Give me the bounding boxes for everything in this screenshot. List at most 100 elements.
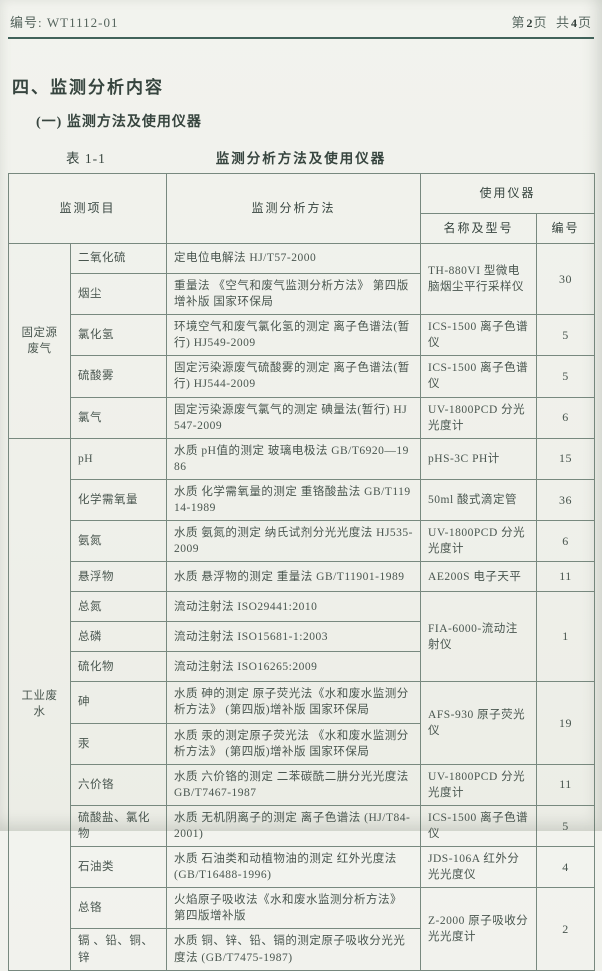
header-project: 监测项目 xyxy=(7,173,168,244)
number-cell: 2 xyxy=(536,887,596,971)
method-cell: 固定污染源废气氯气的测定 碘量法(暂行) HJ547-2009 xyxy=(166,396,422,439)
item-cell: 氯化氢 xyxy=(69,314,168,357)
header-row-top: 监测项目 监测分析方法 使用仪器 xyxy=(7,173,596,244)
table-body: 固定源废气 二氧化硫 定电位电解法 HJ/T57-2000 TH-880VI 型微电脑… xyxy=(8,242,596,971)
item-cell: 悬浮物 xyxy=(69,561,168,593)
total-pages: 4 xyxy=(570,16,577,30)
item-cell: 六价铬 xyxy=(69,763,168,806)
number-cell: 5 xyxy=(536,804,596,848)
method-cell: 重量法 《空气和废气监测分析方法》 第四版增补版 国家环保局 xyxy=(166,272,422,316)
group-cell: 固定源废气 xyxy=(8,243,71,439)
table-row: 总氮 流动注射法 ISO29441:2010 FIA-6000-流动注射仪 1 xyxy=(9,591,596,683)
table-row: 氯气 固定污染源废气氯气的测定 碘量法(暂行) HJ547-2009 UV-1800… xyxy=(9,396,596,439)
item-cell: 硫化物 xyxy=(69,651,168,683)
item-cell: 化学需氧量 xyxy=(69,478,168,522)
header-instrument-name: 名称及型号 xyxy=(420,213,538,244)
item-cell: 氯气 xyxy=(69,396,168,439)
instrument-cell: pHS-3C PH计 xyxy=(420,437,538,480)
method-cell: 水质 砷的测定 原子荧光法《水和废水监测分析方法》 (第四版)增补版 国家环保局 xyxy=(166,681,422,724)
instrument-cell: ICS-1500 离子色谱仪 xyxy=(420,314,538,357)
instrument-cell: UV-1800PCD 分光光度计 xyxy=(420,763,538,806)
item-cell: 总氮 xyxy=(69,591,168,623)
table-row: 硫酸雾 固定污染源废气硫酸雾的测定 离子色谱法(暂行) HJ544-2009 ICS… xyxy=(9,355,596,398)
header-instrument-group: 使用仪器 xyxy=(420,173,596,214)
table-row: 烟尘 重量法 《空气和废气监测分析方法》 第四版增补版 国家环保局 xyxy=(9,272,595,316)
instrument-cell: ICS-1500 离子色谱仪 xyxy=(420,804,538,848)
doc-number-value: WT1112-01 xyxy=(46,15,119,30)
instrument-cell: FIA-6000-流动注射仪 xyxy=(420,591,538,683)
monitoring-table: 监测项目 监测分析方法 使用仪器 名称及型号 编号 固定源废气 二氧化硫 定电位电解… xyxy=(7,173,596,971)
page-number: 2 xyxy=(526,16,533,30)
header-row-sub: 名称及型号 编号 xyxy=(9,213,596,244)
method-cell: 流动注射法 ISO16265:2009 xyxy=(166,651,422,683)
instrument-cell: 50ml 酸式滴定管 xyxy=(420,478,538,522)
table-row: 工业废水 pH 水质 pH值的测定 玻璃电极法 GB/T6920—1986 pHS-3… xyxy=(8,437,596,971)
table-row: 六价铬 水质 六价铬的测定 二苯碳酰二肼分光光度法 GB/T7467-1987 UV… xyxy=(9,763,596,806)
table-row: 石油类 水质 石油类和动植物油的测定 红外光度法 (GB/T16488-1996)… xyxy=(9,846,596,889)
method-cell: 水质 氨氮的测定 纳氏试剂分光光度法 HJ535-2009 xyxy=(166,520,422,563)
number-cell: 6 xyxy=(536,520,596,563)
table-row: 氯化氢 环境空气和废气氯化氢的测定 离子色谱法(暂行) HJ549-2009 ICS… xyxy=(9,314,596,357)
table-caption: 表 1-1 监测分析方法及使用仪器 xyxy=(8,147,594,167)
item-cell: 烟尘 xyxy=(69,272,168,316)
item-cell: pH xyxy=(69,437,168,480)
method-cell: 水质 六价铬的测定 二苯碳酰二肼分光光度法 GB/T7467-1987 xyxy=(166,763,422,806)
number-cell: 36 xyxy=(536,478,596,522)
header-instrument-no: 编号 xyxy=(536,213,596,244)
table-row: 化学需氧量 水质 化学需氧量的测定 重铬酸盐法 GB/T11914-1989 50m… xyxy=(9,478,596,522)
method-cell: 水质 悬浮物的测定 重量法 GB/T11901-1989 xyxy=(166,561,422,593)
table-caption-label: 表 1-1 xyxy=(66,151,106,166)
method-cell: 固定污染源废气硫酸雾的测定 离子色谱法(暂行) HJ544-2009 xyxy=(166,355,422,398)
method-cell: 水质 化学需氧量的测定 重铬酸盐法 GB/T11914-1989 xyxy=(166,478,422,522)
header-method: 监测分析方法 xyxy=(166,173,422,244)
table-row: 砷水质 砷的测定 原子荧光法《水和废水监测分析方法》 (第四版)增补版 国家环保… xyxy=(9,681,596,765)
table-row: 硫酸盐、氯化物 水质 无机阴离子的测定 离子色谱法 (HJ/T84-2001) IC… xyxy=(9,804,596,848)
table-row: 总铬 火焰原子吸收法《水和废水监测分析方法》第四版增补版 Z-2000 原子吸收分光… xyxy=(9,887,596,971)
method-cell: 流动注射法 ISO15681-1:2003 xyxy=(166,621,422,653)
instrument-cell: JDS-106A 红外分光光度仪 xyxy=(420,846,538,889)
group-cell: 工业废水 xyxy=(8,437,71,971)
total-prefix: 共 xyxy=(555,15,570,30)
instrument-cell: TH-880VI 型微电脑烟尘平行采样仪 xyxy=(420,242,538,316)
item-cell: 砷 xyxy=(69,681,168,724)
number-cell: 30 xyxy=(536,242,596,316)
item-cell: 硫酸雾 xyxy=(69,355,168,398)
subsection-title: (一) 监测方法及使用仪器 xyxy=(36,115,202,130)
table-caption-title: 监测分析方法及使用仪器 xyxy=(215,151,387,166)
method-cell: 环境空气和废气氯化氢的测定 离子色谱法(暂行) HJ549-2009 xyxy=(166,314,422,357)
item-cell: 汞 xyxy=(69,722,168,765)
table-row: 总磷 流动注射法 ISO15681-1:2003 xyxy=(9,621,595,653)
method-cell: 水质 汞的测定原子荧光法 《水和废水监测分析方法》 (第四版)增补版 国家环保局 xyxy=(166,722,422,765)
number-cell: 11 xyxy=(536,763,596,806)
instrument-cell: Z-2000 原子吸收分光光度计 xyxy=(420,887,538,971)
number-cell: 1 xyxy=(536,591,596,683)
table-header: 监测项目 监测分析方法 使用仪器 名称及型号 编号 xyxy=(7,173,596,244)
number-cell: 5 xyxy=(536,314,596,357)
table-row: 悬浮物 水质 悬浮物的测定 重量法 GB/T11901-1989 AE200S 电子… xyxy=(9,561,596,593)
number-cell: 6 xyxy=(536,396,596,439)
table-row: 氨氮 水质 氨氮的测定 纳氏试剂分光光度法 HJ535-2009 UV-1800PC… xyxy=(9,520,596,563)
doc-number: 编号: WT1112-01 xyxy=(10,12,118,31)
item-cell: 总铬 xyxy=(69,887,168,930)
number-cell: 5 xyxy=(536,355,596,398)
item-cell: 石油类 xyxy=(69,846,168,889)
number-cell: 19 xyxy=(536,681,596,765)
instrument-cell: ICS-1500 离子色谱仪 xyxy=(420,355,538,398)
instrument-cell: AE200S 电子天平 xyxy=(420,561,538,593)
doc-number-label: 编号: xyxy=(10,15,43,30)
page-unit: 页 xyxy=(533,15,548,30)
instrument-cell: AFS-930 原子荧光仪 xyxy=(420,681,538,765)
instrument-cell: UV-1800PCD 分光光度计 xyxy=(420,396,538,439)
section-title: 四、监测分析内容 xyxy=(12,78,164,97)
method-cell: 流动注射法 ISO29441:2010 xyxy=(166,591,422,623)
method-cell: 定电位电解法 HJ/T57-2000 xyxy=(166,243,422,274)
instrument-cell: UV-1800PCD 分光光度计 xyxy=(420,520,538,563)
table-row: 汞水质 汞的测定原子荧光法 《水和废水监测分析方法》 (第四版)增补版 国家环保… xyxy=(9,722,595,765)
method-cell: 水质 无机阴离子的测定 离子色谱法 (HJ/T84-2001) xyxy=(166,804,422,848)
item-cell: 硫酸盐、氯化物 xyxy=(69,804,168,848)
method-cell: 火焰原子吸收法《水和废水监测分析方法》第四版增补版 xyxy=(166,887,422,930)
method-cell: 水质 石油类和动植物油的测定 红外光度法 (GB/T16488-1996) xyxy=(166,846,422,889)
item-cell: 氨氮 xyxy=(69,520,168,563)
